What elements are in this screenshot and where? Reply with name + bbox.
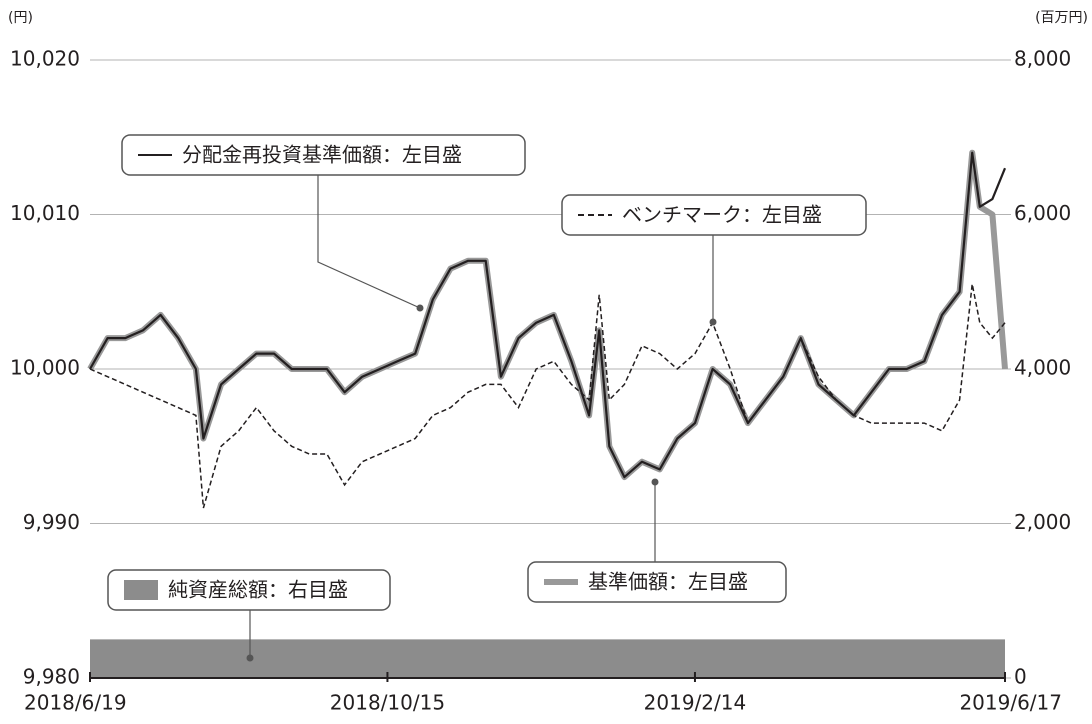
y-tick-label: 9,980 <box>23 665 80 689</box>
y2-tick-label: 6,000 <box>1014 201 1071 225</box>
legend-box <box>107 569 391 611</box>
line <box>89 283 1006 509</box>
legend-box <box>561 194 867 236</box>
legend-label: 基準価額：左目盛 <box>588 570 748 594</box>
y2-axis-label: (百万円) <box>1035 10 1088 26</box>
leader-line <box>317 175 421 309</box>
legend-label: 分配金再投資基準価額：左目盛 <box>182 143 462 167</box>
x-tick-label: 2018/10/15 <box>330 691 445 715</box>
y-tick-label: 10,020 <box>10 47 80 71</box>
legend-label: ベンチマーク：左目盛 <box>622 203 822 227</box>
y-axis-label: (円) <box>8 10 33 26</box>
line <box>87 149 1008 481</box>
y2-tick-label: 8,000 <box>1014 47 1071 71</box>
legend-box <box>527 561 787 603</box>
y2-tick-label: 0 <box>1014 665 1027 689</box>
y-tick-label: 10,010 <box>10 201 80 225</box>
y-tick-label: 9,990 <box>23 510 80 534</box>
x-tick-label: 2018/6/19 <box>24 691 127 715</box>
area <box>90 639 1005 678</box>
y2-tick-label: 4,000 <box>1014 356 1071 380</box>
leader-dot <box>651 478 659 486</box>
legend-label: 純資産総額：右目盛 <box>168 578 348 602</box>
leader-dot <box>709 318 717 326</box>
leader-dot <box>246 654 254 662</box>
line <box>89 151 1007 479</box>
leader-dot <box>416 304 424 312</box>
x-tick-label: 2019/6/17 <box>959 691 1062 715</box>
legend-box <box>121 134 526 176</box>
y-tick-label: 10,000 <box>10 356 80 380</box>
legend-swatch <box>124 580 158 600</box>
y2-tick-label: 2,000 <box>1014 510 1071 534</box>
x-tick-label: 2019/2/14 <box>644 691 747 715</box>
